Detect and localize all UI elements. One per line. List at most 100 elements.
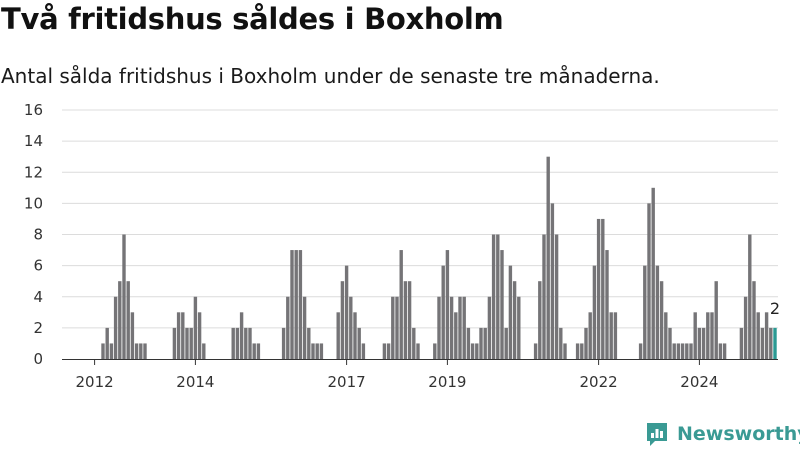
bar <box>517 296 521 359</box>
bar <box>315 343 319 359</box>
chart-subtitle: Antal sålda fritidshus i Boxholm under d… <box>1 64 660 88</box>
bar <box>655 265 660 360</box>
bar <box>651 187 655 359</box>
bar <box>538 281 542 359</box>
bar <box>491 234 496 359</box>
chart-title: Två fritidshus såldes i Boxholm <box>1 2 504 36</box>
bar <box>496 234 500 359</box>
bar <box>235 327 240 360</box>
bar <box>701 327 706 360</box>
bar <box>302 296 307 359</box>
bar <box>361 343 366 359</box>
bar <box>353 312 357 359</box>
bar <box>445 250 450 359</box>
bar <box>399 250 403 359</box>
bar <box>118 281 122 359</box>
y-tick-label: 4 <box>33 288 43 306</box>
bar <box>533 343 538 359</box>
bar <box>281 327 286 360</box>
bar <box>575 343 580 359</box>
bar <box>382 343 387 359</box>
y-tick-label: 16 <box>24 101 43 119</box>
x-tick-label: 2012 <box>76 373 114 391</box>
bar <box>256 343 261 359</box>
bar <box>559 327 563 360</box>
bar <box>357 327 361 360</box>
bar <box>134 343 139 359</box>
x-tick-label: 2022 <box>580 373 618 391</box>
bar <box>475 343 479 359</box>
bar <box>231 327 235 360</box>
bar <box>181 312 185 359</box>
bar <box>248 327 252 360</box>
bar <box>244 327 248 360</box>
y-tick-label: 8 <box>33 226 43 244</box>
bar <box>479 327 483 360</box>
bar <box>697 327 702 360</box>
bar <box>122 234 126 359</box>
bar <box>706 312 710 359</box>
bar <box>722 343 727 359</box>
bar <box>668 327 672 360</box>
bar <box>319 343 324 359</box>
axes: 0 2 4 6 8 10 12 14 16 2012 2014 2017 2019 2022 2024 2 <box>24 101 780 391</box>
bar <box>483 327 487 360</box>
bar <box>391 296 395 359</box>
bar <box>508 265 513 360</box>
bar <box>286 296 290 359</box>
bar <box>239 312 244 359</box>
bar <box>504 327 508 360</box>
y-tick-label: 6 <box>33 257 43 275</box>
bar <box>756 312 760 359</box>
bar <box>601 218 605 359</box>
bar <box>197 312 202 359</box>
newsworthy-logo[interactable]: Newsworthy <box>645 420 800 448</box>
y-tick-label: 0 <box>33 350 43 368</box>
bar <box>676 343 681 359</box>
x-tick-label: 2024 <box>680 373 718 391</box>
bar <box>386 343 391 359</box>
bar <box>584 327 588 360</box>
bar <box>193 296 198 359</box>
bar <box>130 312 135 359</box>
bar <box>202 343 206 359</box>
bar <box>294 250 298 359</box>
bar <box>252 343 256 359</box>
bar <box>769 327 773 360</box>
bar-value-label: 2 <box>770 299 780 318</box>
bar <box>176 312 181 359</box>
bar <box>760 327 765 360</box>
bar <box>466 327 471 360</box>
bar <box>592 265 597 360</box>
bar <box>643 265 647 360</box>
bar <box>412 327 416 360</box>
bar <box>349 296 353 359</box>
bar <box>512 281 517 359</box>
bar <box>407 281 412 359</box>
bar <box>189 327 193 360</box>
bar <box>101 343 105 359</box>
bar <box>613 312 618 359</box>
y-tick-label: 2 <box>33 319 43 337</box>
bar <box>109 343 114 359</box>
bar <box>546 156 550 359</box>
bar <box>605 250 609 359</box>
bar <box>416 343 420 359</box>
bar <box>580 343 584 359</box>
bar <box>563 343 567 359</box>
bar <box>311 343 315 359</box>
newsworthy-logo-icon <box>647 423 667 446</box>
bar <box>554 234 559 359</box>
bar <box>105 327 109 360</box>
bar <box>685 343 689 359</box>
bar <box>710 312 714 359</box>
y-tick-label: 10 <box>24 194 43 212</box>
bar <box>344 265 349 360</box>
brand-name: Newsworthy <box>677 423 800 445</box>
bar <box>454 312 458 359</box>
highlighted-bar <box>773 327 777 360</box>
bar <box>487 296 492 359</box>
bar <box>395 296 399 359</box>
x-tick-label: 2014 <box>176 373 214 391</box>
